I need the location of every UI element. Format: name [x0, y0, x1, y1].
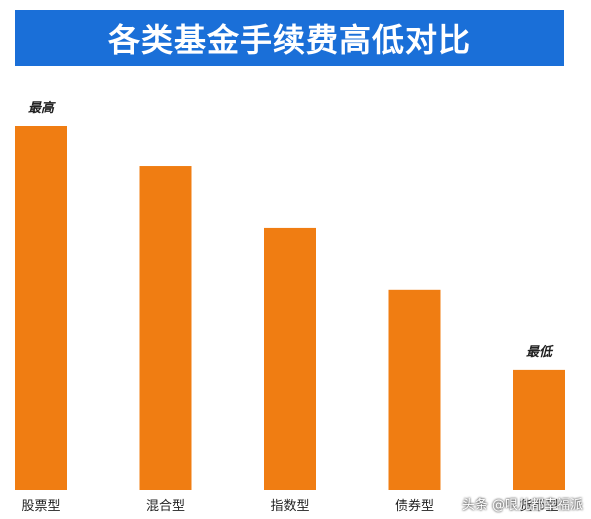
bar-2: [139, 166, 192, 491]
chart-title: 各类基金手续费高低对比: [107, 21, 471, 59]
category-label-3: 指数型: [270, 499, 309, 514]
bar-5: [513, 369, 565, 490]
category-label-5: 货币型: [519, 498, 558, 514]
title-banner: 各类基金手续费高低对比: [15, 10, 564, 66]
bar-1: [15, 126, 67, 490]
category-label-2: 混合型: [146, 499, 185, 514]
annotation-2: 最低: [526, 344, 554, 360]
watermark: 头条 @哏儿都幸福派: [461, 498, 583, 513]
bar-4: [388, 289, 441, 490]
category-label-4: 债券型: [395, 498, 434, 514]
annotation-1: 最高: [28, 100, 56, 116]
category-label-1: 股票型: [21, 499, 60, 514]
bar-3: [264, 227, 316, 491]
